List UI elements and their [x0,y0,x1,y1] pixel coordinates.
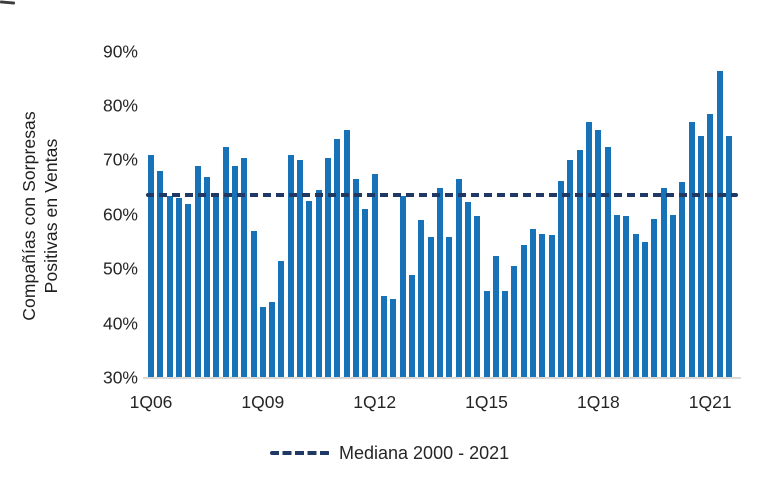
legend-label: Mediana 2000 - 2021 [339,442,510,463]
bar-2Q06 [157,171,164,378]
bar-1Q10 [297,160,304,378]
y-tick-label: 90% [102,41,138,62]
legend: Mediana 2000 - 2021 [270,441,509,465]
bar-3Q15 [502,290,509,378]
y-tick-label: 30% [102,367,138,388]
y-axis-title: Compañías con Sorpresas Positivas en Ven… [18,66,62,366]
y-tick-label: 40% [102,313,138,334]
x-tick-label: 1Q15 [465,392,508,412]
bar-2Q12 [381,296,387,378]
bar-3Q11 [353,179,360,378]
bar-2Q15 [492,255,499,378]
x-tick-label: 1Q21 [688,392,732,412]
bar-2Q09 [269,301,276,378]
bar-1Q08 [222,146,229,378]
bar-2Q20 [679,182,686,378]
y-tick-label: 70% [102,149,138,170]
bar-3Q16 [539,233,546,378]
bar-2Q19 [641,242,648,378]
bar-3Q19 [651,218,658,378]
bar-1Q16 [520,244,527,378]
bar-3Q17 [576,149,583,378]
bar-2Q17 [567,160,574,378]
bar-1Q14 [446,236,453,378]
bar-4Q10 [325,157,332,378]
bar-3Q13 [427,236,434,378]
bar-4Q18 [623,215,630,378]
bar-1Q15 [483,290,490,378]
bar-4Q14 [474,216,481,378]
bar-2Q11 [343,130,350,378]
bar-4Q16 [548,234,555,378]
x-tick-label: 1Q12 [353,392,397,412]
bar-2Q21 [716,70,723,378]
bar-1Q20 [669,214,676,378]
bar-1Q12 [371,174,378,378]
bar-4Q20 [697,135,704,378]
x-tick-label: 1Q18 [576,392,620,412]
bar-4Q08 [250,231,257,378]
bar-1Q06 [148,154,154,378]
bar-1Q19 [632,233,639,378]
bar-2Q16 [530,228,537,378]
bar-2Q13 [418,220,425,378]
bar-4Q11 [362,209,369,378]
x-axis-line [143,377,741,379]
bar-3Q08 [241,157,248,378]
bar-2Q14 [455,179,462,378]
y-axis-title-line1: Compañías con Sorpresas [19,111,39,321]
bar-1Q11 [334,138,341,378]
bar-3Q14 [464,202,471,378]
median-dashed-line [146,192,738,197]
bar-3Q09 [278,261,285,378]
legend-dashed-line-swatch [270,451,330,455]
bar-2Q10 [306,201,313,378]
y-tick-label: 60% [102,204,138,225]
bar-1Q07 [185,203,192,378]
bar-1Q09 [259,307,266,378]
bar-4Q09 [287,154,294,378]
x-tick-label: 1Q06 [129,392,173,412]
bar-3Q12 [390,299,397,378]
bar-2Q18 [604,146,611,378]
bar-3Q20 [688,122,695,378]
bar-4Q06 [175,198,182,378]
bar-1Q17 [558,180,565,378]
corner-mark [0,0,16,5]
bar-3Q10 [315,190,322,378]
bar-3Q18 [614,214,620,378]
y-tick-label: 80% [102,95,138,116]
bar-3Q07 [203,176,210,378]
x-tick-label: 1Q09 [241,392,285,412]
bar-4Q07 [213,193,220,378]
bar-2Q08 [231,165,238,378]
bar-4Q12 [399,195,406,378]
y-tick-label: 50% [102,258,138,279]
bar-1Q13 [408,274,415,378]
bar-3Q06 [166,195,173,378]
bar-4Q17 [586,122,593,378]
bar-1Q18 [595,130,602,378]
bar-3Q21 [725,135,732,378]
bar-4Q15 [511,266,518,378]
y-axis-title-line2: Positivas en Ventas [41,138,61,294]
bar-2Q07 [194,165,201,378]
bar-4Q13 [436,187,443,378]
bar-1Q21 [707,114,714,378]
bar-4Q19 [660,187,667,378]
